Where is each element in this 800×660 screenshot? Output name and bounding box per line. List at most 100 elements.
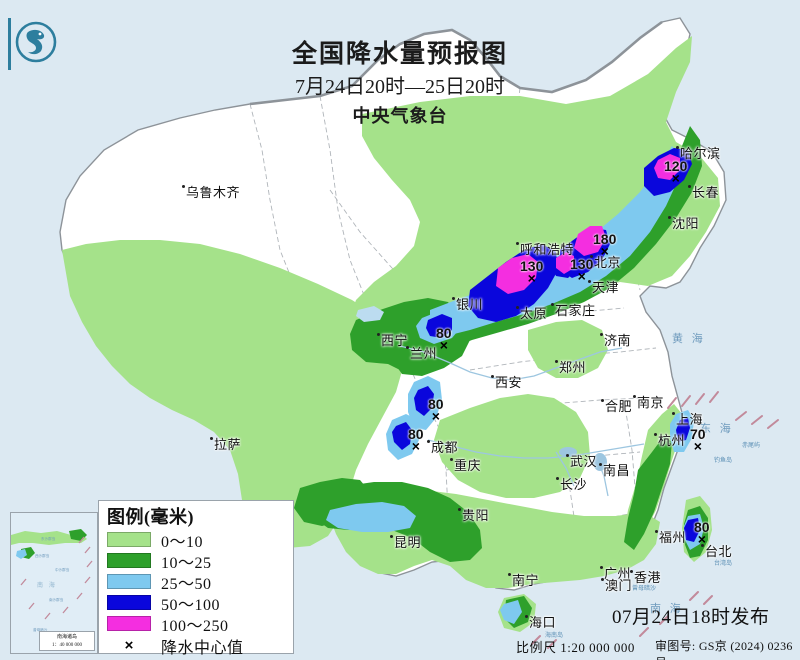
city-label-天津: 天津 xyxy=(588,277,619,296)
precip-center-value: 80 xyxy=(408,426,424,442)
approval-number: 审图号: GS京 (2024) 0236号 xyxy=(655,639,793,660)
svg-text:西沙群岛: 西沙群岛 xyxy=(35,553,50,558)
legend-row-3: 25～50 xyxy=(107,571,285,593)
legend-swatch-3 xyxy=(107,574,151,589)
inset-scale-value: 1：40 000 000 xyxy=(51,643,82,648)
legend-label-2: 10～25 xyxy=(161,554,212,572)
city-dot-icon xyxy=(556,477,559,480)
precip-center-value: 80 xyxy=(436,325,452,341)
city-label-西安: 西安 xyxy=(491,372,522,391)
city-dot-icon xyxy=(588,280,591,283)
city-label-银川: 银川 xyxy=(452,294,483,313)
precip-center-icon: × xyxy=(439,337,448,353)
precip-center-icon: × xyxy=(411,438,420,454)
legend-row-4: 50～100 xyxy=(107,592,285,614)
city-label-拉萨: 拉萨 xyxy=(210,434,241,453)
inset-scale-title: 南海诸岛 xyxy=(56,635,77,640)
city-label-澳门: 澳门 xyxy=(601,575,632,594)
precip-center-value: 120 xyxy=(664,158,688,174)
svg-text:东沙群岛: 东沙群岛 xyxy=(41,536,56,541)
city-dot-icon xyxy=(600,566,603,569)
national-border-north xyxy=(249,20,663,106)
legend-label-3: 25～50 xyxy=(161,575,212,593)
minor-label-曾母暗沙: 曾母暗沙 xyxy=(632,586,657,592)
city-label-乌鲁木齐: 乌鲁木齐 xyxy=(182,182,240,201)
legend-row-5: 100～250 xyxy=(107,613,285,635)
legend-row-2: 10～25 xyxy=(107,550,285,572)
svg-text:中沙群岛: 中沙群岛 xyxy=(55,567,70,572)
rivers xyxy=(399,345,645,497)
city-dot-icon xyxy=(630,570,633,573)
svg-text:南 海: 南 海 xyxy=(37,581,57,589)
precip-center-icon: × xyxy=(431,408,440,424)
precip-center-value: 130 xyxy=(570,256,594,272)
city-dot-icon xyxy=(210,437,213,440)
precip-center-1: 130 × xyxy=(520,259,543,285)
city-dot-icon xyxy=(555,360,558,363)
city-dot-icon xyxy=(516,306,519,309)
city-dot-icon xyxy=(590,255,593,258)
precip-center-9: 80 × xyxy=(694,520,710,546)
city-label-重庆: 重庆 xyxy=(450,455,481,474)
dragon-emblem-icon xyxy=(15,21,57,63)
precip-center-5: 80 × xyxy=(436,325,452,353)
svg-text:南沙群岛: 南沙群岛 xyxy=(49,597,64,602)
city-dot-icon xyxy=(525,615,528,618)
city-label-合肥: 合肥 xyxy=(601,396,632,415)
legend-swatch-2 xyxy=(107,553,151,568)
city-dot-icon xyxy=(599,463,602,466)
precip-center-2: 130 × xyxy=(570,256,594,283)
city-dot-icon xyxy=(668,216,671,219)
issue-time: 07月24日18时发布 xyxy=(612,607,770,628)
city-dot-icon xyxy=(182,185,185,188)
city-label-台北: 台北 xyxy=(701,541,732,560)
city-label-沈阳: 沈阳 xyxy=(668,213,699,232)
precip-band-100-250 xyxy=(496,154,680,294)
city-label-成都: 成都 xyxy=(427,437,458,456)
city-dot-icon xyxy=(654,433,657,436)
legend-label-4: 50～100 xyxy=(161,596,221,614)
logo-accent-bar xyxy=(8,18,11,70)
minor-label-赤尾屿: 赤尾屿 xyxy=(742,443,761,449)
svg-text:曾母暗沙: 曾母暗沙 xyxy=(33,627,48,632)
city-label-海口: 海口 xyxy=(525,612,556,631)
precip-center-icon: × xyxy=(693,438,702,454)
city-label-哈尔滨: 哈尔滨 xyxy=(676,143,721,162)
legend-title: 图例(毫米) xyxy=(107,507,194,527)
city-label-济南: 济南 xyxy=(600,330,631,349)
legend-swatch-1 xyxy=(107,532,151,547)
city-label-郑州: 郑州 xyxy=(555,357,586,376)
sea-label-黄海: 黄 海 xyxy=(672,333,706,345)
map-scale: 比例尺 1:20 000 000 xyxy=(516,640,635,655)
cma-dragon-logo xyxy=(8,18,60,70)
city-label-兰州: 兰州 xyxy=(406,343,437,362)
city-dot-icon xyxy=(566,454,569,457)
city-dot-icon xyxy=(601,578,604,581)
precip-center-icon: × xyxy=(124,637,134,654)
legend-swatch-5 xyxy=(107,616,151,631)
inset-scale-box: 南海诸岛 1：40 000 000 xyxy=(39,631,95,651)
city-dot-icon xyxy=(655,530,658,533)
precip-center-7: 80 × xyxy=(408,426,424,454)
south-china-sea-inset: 东沙群岛 西沙群岛 中沙群岛 南沙群岛 曾母暗沙 南 海 南海诸岛 1：40 0… xyxy=(10,512,98,654)
precip-center-value: 180 xyxy=(593,231,617,247)
city-dot-icon xyxy=(458,508,461,511)
legend-label-1: 0～10 xyxy=(161,533,204,551)
city-dot-icon xyxy=(672,412,675,415)
city-dot-icon xyxy=(491,375,494,378)
city-dot-icon xyxy=(676,146,679,149)
legend-center-label: 降水中心值 xyxy=(161,639,244,657)
precip-center-icon: × xyxy=(600,243,609,259)
city-dot-icon xyxy=(701,544,704,547)
precip-center-value: 80 xyxy=(428,396,444,412)
city-dot-icon xyxy=(688,185,691,188)
city-dot-icon xyxy=(600,333,603,336)
city-label-呼和浩特: 呼和浩特 xyxy=(516,239,574,258)
city-label-长沙: 长沙 xyxy=(556,474,587,493)
city-dot-icon xyxy=(516,242,519,245)
city-label-太原: 太原 xyxy=(516,303,547,322)
city-label-武汉: 武汉 xyxy=(566,451,597,470)
precip-center-icon: × xyxy=(671,170,680,186)
city-dot-icon xyxy=(508,573,511,576)
